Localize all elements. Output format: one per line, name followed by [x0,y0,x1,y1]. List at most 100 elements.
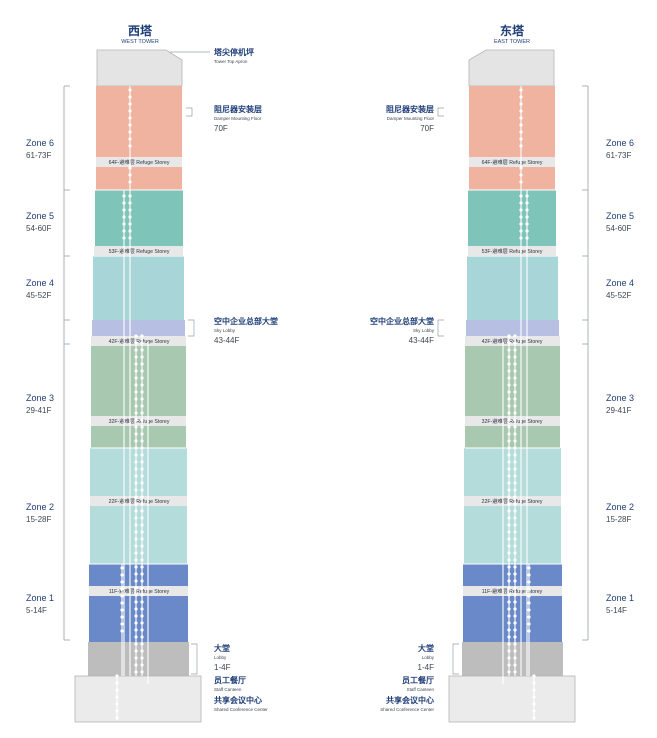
elevator-stop-dot [513,397,517,401]
elevator-stop-dot [507,544,511,548]
elevator-stop-dot [140,390,144,394]
elevator-stop-dot [513,516,517,520]
elevator-stop-dot [507,439,511,443]
svg-text:53F-避难层 Refuge Storey: 53F-避难层 Refuge Storey [482,247,543,255]
elevator-stop-dot [513,502,517,506]
elevator-stop-dot [140,383,144,387]
east-band-zone3 [465,336,560,448]
west-zone-3-label: Zone 3 29-41F [26,393,54,415]
elevator-stop-dot [134,474,138,478]
elevator-stop-dot [507,663,511,667]
elevator-stop-dot [527,622,531,626]
elevator-stop-dot [140,411,144,415]
elevator-stop-dot [122,229,126,233]
svg-text:5-14F: 5-14F [26,606,47,615]
elevator-stop-dot [507,642,511,646]
elevator-stop-dot [134,551,138,555]
elevator-stop-dot [140,425,144,429]
elevator-stop-dot [140,572,144,576]
elevator-stop-dot [128,229,132,233]
svg-text:Damper Mounting Floor: Damper Mounting Floor [387,116,435,121]
elevator-stop-dot [134,495,138,499]
elevator-stop-dot [513,495,517,499]
svg-text:Lobby: Lobby [422,655,435,660]
elevator-stop-dot [140,635,144,639]
elevator-stop-dot [507,411,511,415]
elevator-stop-dot [140,509,144,513]
elevator-stop-dot [513,621,517,625]
east-zone-1-label: Zone 1 5-14F [606,593,634,615]
elevator-stop-dot [134,614,138,618]
elevator-stop-dot [140,369,144,373]
elevator-stop-dot [140,341,144,345]
elevator-stop-dot [513,523,517,527]
svg-text:15-28F: 15-28F [26,515,51,524]
elevator-stop-dot [140,348,144,352]
elevator-stop-dot [525,222,529,226]
svg-text:空中企业总部大堂: 空中企业总部大堂 [370,316,434,326]
west-damper-callout: 阻尼器安装层 Damper Mounting Floor 70F [186,104,262,133]
svg-text:Zone 2: Zone 2 [606,502,634,512]
elevator-stop-dot [519,109,523,113]
svg-text:大堂: 大堂 [214,643,230,653]
elevator-stop-dot [513,460,517,464]
west-band-sky-lobby [92,320,185,336]
east-band-sky-lobby [466,320,559,336]
elevator-stop-dot [140,628,144,632]
elevator-stop-dot [519,194,523,198]
east-band-zone1 [463,564,562,642]
svg-text:64F-避难层 Refuge Storey: 64F-避难层 Refuge Storey [482,158,543,166]
elevator-stop-dot [507,509,511,513]
svg-text:员工餐厅: 员工餐厅 [214,675,246,685]
elevator-stop-dot [513,656,517,660]
elevator-stop-dot [128,215,132,219]
elevator-stop-dot [507,565,511,569]
elevator-stop-dot [140,446,144,450]
elevator-stop-dot [519,166,523,170]
elevator-stop-dot [532,674,536,678]
svg-text:阻尼器安装层: 阻尼器安装层 [386,104,434,114]
west-elevator-shafts [115,86,149,720]
elevator-stop-dot [122,208,126,212]
elevator-stop-dot [120,629,124,633]
elevator-stop-dot [513,649,517,653]
elevator-stop-dot [134,369,138,373]
west-refuge-32f: 32F-避难层 Refuge Storey [91,416,186,426]
east-refuge-22f: 22F-避难层 Refuge Storey [464,496,561,506]
svg-text:45-52F: 45-52F [26,291,51,300]
elevator-stop-dot [519,88,523,92]
svg-text:Zone 4: Zone 4 [606,278,634,288]
elevator-stop-dot [134,530,138,534]
elevator-stop-dot [507,551,511,555]
elevator-stop-dot [507,495,511,499]
elevator-stop-dot [525,194,529,198]
west-band-zone1 [89,564,188,642]
svg-text:Tower Top Apron: Tower Top Apron [214,59,248,64]
elevator-stop-dot [134,481,138,485]
elevator-stop-dot [507,355,511,359]
svg-text:空中企业总部大堂: 空中企业总部大堂 [214,316,278,326]
elevator-stop-dot [513,376,517,380]
elevator-stop-dot [134,628,138,632]
elevator-stop-dot [519,229,523,233]
elevator-stop-dot [128,173,132,177]
elevator-stop-dot [525,215,529,219]
elevator-stop-dot [519,222,523,226]
elevator-stop-dot [532,709,536,713]
elevator-stop-dot [525,236,529,240]
elevator-stop-dot [513,663,517,667]
elevator-stop-dot [513,362,517,366]
elevator-stop-dot [128,137,132,141]
elevator-stop-dot [513,467,517,471]
elevator-stop-dot [513,404,517,408]
east-band-zone4 [467,256,558,320]
elevator-stop-dot [128,130,132,134]
svg-text:共享会议中心: 共享会议中心 [386,695,434,705]
svg-text:Zone 3: Zone 3 [26,393,54,403]
svg-text:22F-避难层 Refuge Storey: 22F-避难层 Refuge Storey [109,497,170,505]
elevator-stop-dot [532,716,536,720]
elevator-stop-dot [140,544,144,548]
elevator-stop-dot [513,418,517,422]
elevator-stop-dot [513,488,517,492]
